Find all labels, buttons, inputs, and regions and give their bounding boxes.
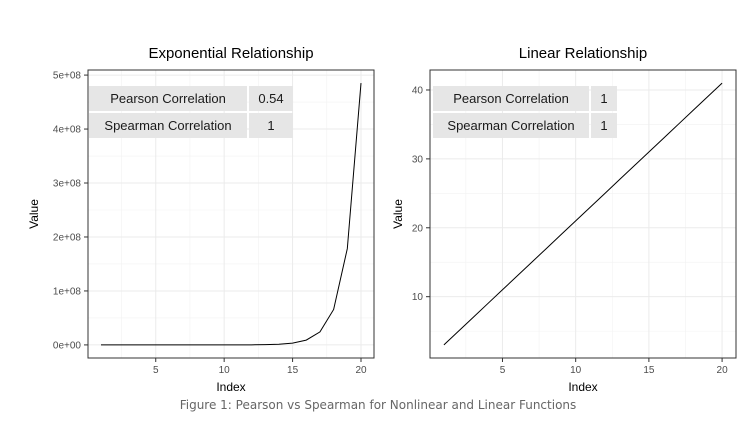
table-row-label: Spearman Correlation	[104, 118, 231, 133]
table-row-value: 0.54	[258, 91, 283, 106]
table-value-cell	[591, 86, 617, 111]
table-value-cell	[249, 113, 293, 138]
y-tick-label: 20	[412, 223, 424, 234]
table-label-cell	[89, 86, 247, 111]
table-label-cell	[89, 113, 247, 138]
y-tick-label: 40	[412, 85, 424, 96]
table-row-label: Spearman Correlation	[447, 118, 574, 133]
y-tick-label: 2e+08	[53, 232, 82, 243]
table-value-cell	[249, 86, 293, 111]
y-tick-label: 10	[412, 292, 424, 303]
series-line	[443, 82, 723, 346]
x-axis-label: Index	[568, 380, 597, 394]
y-tick-label: 0e+00	[53, 340, 82, 351]
correlation-table: Pearson Correlation 0.54 Spearman Correlat…	[89, 86, 293, 138]
y-axis-label: Value	[391, 199, 405, 229]
chart-title: Exponential Relationship	[148, 45, 313, 62]
table-row-value: 1	[267, 118, 274, 133]
chart-panel-1: 5 10 15 20 0e+00 1e+08 2e+08 3e+08 4e+08 5e+08 Exp…	[27, 45, 375, 394]
y-tick-label: 30	[412, 154, 424, 165]
x-tick-label: 15	[287, 365, 299, 376]
x-axis-label: Index	[216, 380, 245, 394]
chart-panel-2: 5 10 15 20 10 20 30 40 Linear Relationship Index V…	[391, 45, 737, 394]
table-row-label: Pearson Correlation	[110, 91, 226, 106]
table-row-label: Pearson Correlation	[453, 91, 569, 106]
series-line	[101, 83, 362, 346]
plot-border	[87, 69, 375, 359]
figure-caption: Figure 1: Pearson vs Spearman for Nonlin…	[179, 398, 577, 412]
x-tick-label: 10	[570, 365, 582, 376]
correlation-table: Pearson Correlation 1 Spearman Correlation…	[433, 86, 617, 138]
table-row-value: 1	[600, 118, 607, 133]
chart-title: Linear Relationship	[519, 45, 647, 62]
y-axis-label: Value	[27, 199, 41, 229]
x-tick-label: 10	[219, 365, 231, 376]
table-row-value: 1	[600, 91, 607, 106]
x-tick-label: 15	[643, 365, 655, 376]
x-tick-label: 20	[717, 365, 729, 376]
x-tick-label: 5	[153, 365, 159, 376]
table-label-cell	[433, 86, 589, 111]
y-tick-label: 1e+08	[53, 286, 82, 297]
y-tick-label: 4e+08	[53, 125, 82, 136]
table-value-cell	[591, 113, 617, 138]
table-label-cell	[433, 113, 589, 138]
plot-border	[429, 69, 737, 359]
x-tick-label: 5	[500, 365, 506, 376]
x-tick-label: 20	[355, 365, 367, 376]
y-tick-label: 5e+08	[53, 71, 82, 82]
y-tick-label: 3e+08	[53, 179, 82, 190]
